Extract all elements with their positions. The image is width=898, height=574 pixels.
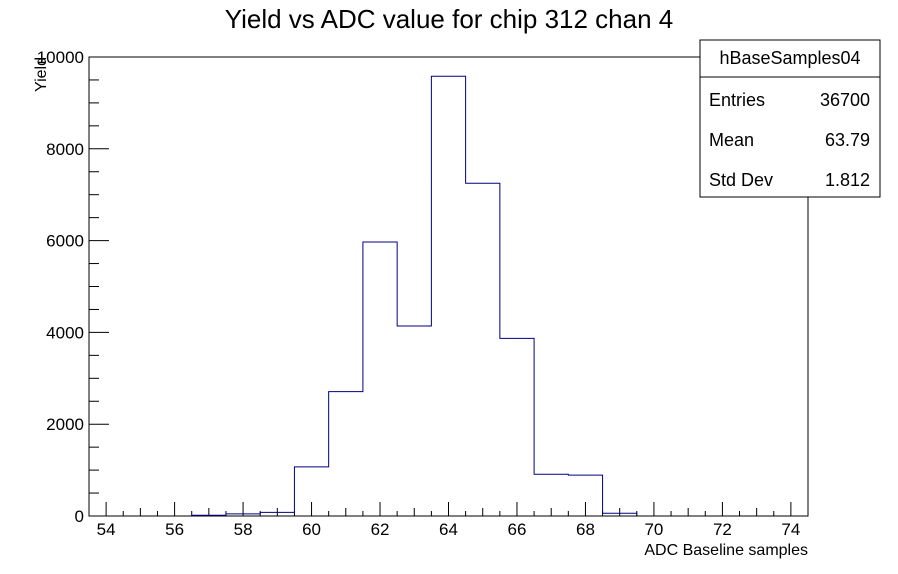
histogram-bin: [329, 392, 363, 516]
stats-mean-label: Mean: [709, 130, 754, 150]
stats-box: hBaseSamples04 Entries 36700 Mean 63.79 …: [699, 39, 881, 198]
y-axis-label: Yield: [33, 57, 50, 92]
x-axis-label: ADC Baseline samples: [644, 542, 808, 559]
stats-mean-value: 63.79: [825, 130, 870, 150]
y-tick-label: 8000: [46, 140, 84, 159]
y-tick-label: 10000: [37, 48, 84, 67]
histogram-outline: [191, 75, 638, 516]
chart-title: Yield vs ADC value for chip 312 chan 4: [225, 4, 674, 34]
histogram-bin: [431, 76, 465, 516]
x-tick-label: 60: [302, 520, 321, 539]
x-tick-label: 66: [508, 520, 527, 539]
y-axis: 0 2000 4000 6000 8000 10000: [37, 48, 109, 526]
x-tick-label: 70: [644, 520, 663, 539]
y-tick-label: 2000: [46, 415, 84, 434]
histogram-bins: [192, 76, 637, 516]
histogram-bin: [500, 338, 534, 516]
y-tick-label: 6000: [46, 232, 84, 251]
x-tick-label: 54: [97, 520, 116, 539]
stats-entries-label: Entries: [709, 90, 765, 110]
stats-stddev-label: Std Dev: [709, 170, 773, 190]
x-tick-label: 58: [234, 520, 253, 539]
histogram-bin: [397, 326, 431, 516]
y-tick-label: 0: [75, 507, 84, 526]
y-tick-label: 4000: [46, 323, 84, 342]
x-tick-label: 56: [165, 520, 184, 539]
x-axis: 54 56 58 60 62 64 66 68 70 72 74: [97, 502, 800, 539]
stats-histogram-name: hBaseSamples04: [719, 48, 860, 68]
x-tick-label: 62: [371, 520, 390, 539]
x-tick-label: 64: [439, 520, 458, 539]
x-tick-label: 74: [781, 520, 800, 539]
histogram-bin: [466, 183, 500, 516]
stats-box-frame: [699, 39, 881, 198]
histogram-bin: [363, 242, 397, 516]
x-tick-label: 72: [713, 520, 732, 539]
stats-entries-value: 36700: [820, 90, 870, 110]
stats-stddev-value: 1.812: [825, 170, 870, 190]
x-tick-label: 68: [576, 520, 595, 539]
